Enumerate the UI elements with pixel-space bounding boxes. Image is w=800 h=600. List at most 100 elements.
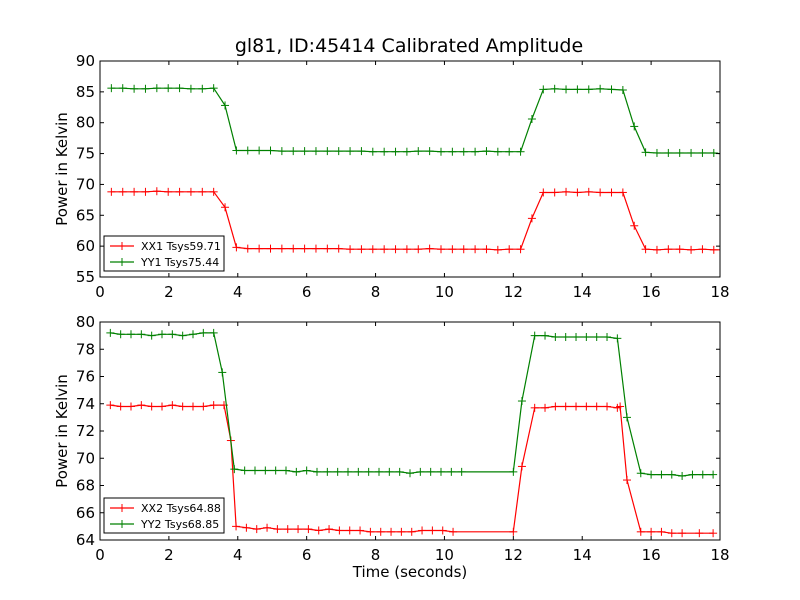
data-point <box>325 525 334 534</box>
data-point <box>698 148 707 157</box>
data-point <box>517 397 526 406</box>
x-tick-label: 6 <box>302 283 312 301</box>
data-point <box>414 245 423 254</box>
data-point <box>232 146 241 155</box>
data-point <box>282 466 290 475</box>
x-tick-label: 2 <box>164 546 174 564</box>
data-point <box>242 523 251 532</box>
data-point <box>391 147 400 156</box>
data-point <box>437 245 445 254</box>
data-point <box>271 466 280 475</box>
data-point <box>283 525 292 534</box>
data-point <box>313 467 321 476</box>
data-point <box>425 147 434 156</box>
data-point <box>527 214 536 223</box>
data-point <box>106 328 115 337</box>
data-point <box>152 187 161 196</box>
data-point <box>346 245 355 254</box>
data-point <box>385 467 394 476</box>
data-point <box>335 526 344 535</box>
data-point <box>164 84 173 93</box>
data-point <box>516 245 525 254</box>
data-point <box>406 469 414 478</box>
data-point <box>695 529 704 538</box>
data-point <box>425 244 434 253</box>
data-point <box>636 527 645 536</box>
data-point <box>582 332 591 341</box>
data-point <box>199 402 208 411</box>
data-point <box>199 328 208 337</box>
data-point <box>209 328 218 337</box>
data-point <box>618 86 627 95</box>
data-point <box>516 147 525 156</box>
data-point <box>596 84 605 93</box>
data-point <box>402 147 411 156</box>
y-tick-label: 70 <box>76 175 95 193</box>
data-point <box>357 245 366 254</box>
y-tick-label: 75 <box>76 145 95 163</box>
data-point <box>509 527 518 536</box>
data-point <box>198 187 207 196</box>
data-point <box>641 245 650 254</box>
data-point <box>678 529 687 538</box>
data-point <box>232 243 241 252</box>
legend: XX1 Tsys59.71 YY1 Tsys75.44 <box>103 235 225 272</box>
data-point <box>158 402 166 411</box>
data-point <box>255 244 264 253</box>
data-point <box>630 221 639 230</box>
data-point <box>657 470 666 479</box>
data-point <box>471 245 480 254</box>
data-point <box>402 245 411 254</box>
data-point <box>505 147 514 156</box>
data-point <box>482 245 491 254</box>
y-axis-label: Power in Kelvin <box>53 374 71 488</box>
data-point <box>178 402 187 411</box>
x-tick-label: 8 <box>371 283 381 301</box>
data-point <box>387 527 396 536</box>
data-point <box>314 526 323 535</box>
data-point <box>551 332 560 341</box>
data-point <box>354 467 363 476</box>
legend-label: XX1 Tsys59.71 <box>141 240 221 253</box>
data-point <box>251 466 259 475</box>
data-point <box>289 244 298 253</box>
data-point <box>530 331 539 340</box>
legend-box <box>103 497 225 534</box>
data-point <box>221 203 230 212</box>
data-point <box>311 147 320 156</box>
x-tick-label: 10 <box>435 546 454 564</box>
data-point <box>572 332 581 341</box>
data-point <box>613 334 622 343</box>
data-point <box>471 147 480 156</box>
data-point <box>127 402 135 411</box>
x-tick-label: 18 <box>710 283 729 301</box>
data-point <box>186 187 195 196</box>
data-point <box>240 466 249 475</box>
data-point <box>356 526 365 535</box>
data-point <box>596 188 605 197</box>
y-tick-label: 65 <box>76 206 95 224</box>
data-point <box>675 245 684 254</box>
y-tick-label: 55 <box>76 268 95 286</box>
y-tick-label: 80 <box>76 114 95 132</box>
data-point <box>618 188 627 197</box>
data-point <box>447 467 456 476</box>
data-point <box>141 187 150 196</box>
data-point <box>323 147 332 156</box>
data-point <box>189 330 197 339</box>
data-point <box>630 122 639 131</box>
data-point <box>584 85 593 94</box>
x-tick-label: 10 <box>435 283 454 301</box>
data-point <box>107 84 116 93</box>
x-axis-label: Time (seconds) <box>352 563 468 581</box>
data-point <box>687 148 696 157</box>
data-point <box>395 467 404 476</box>
data-point <box>675 148 684 157</box>
data-point <box>380 245 389 254</box>
data-point <box>263 523 272 532</box>
data-point <box>261 466 270 475</box>
data-point <box>221 101 230 110</box>
data-point <box>623 476 631 485</box>
y-tick-label: 78 <box>76 340 95 358</box>
